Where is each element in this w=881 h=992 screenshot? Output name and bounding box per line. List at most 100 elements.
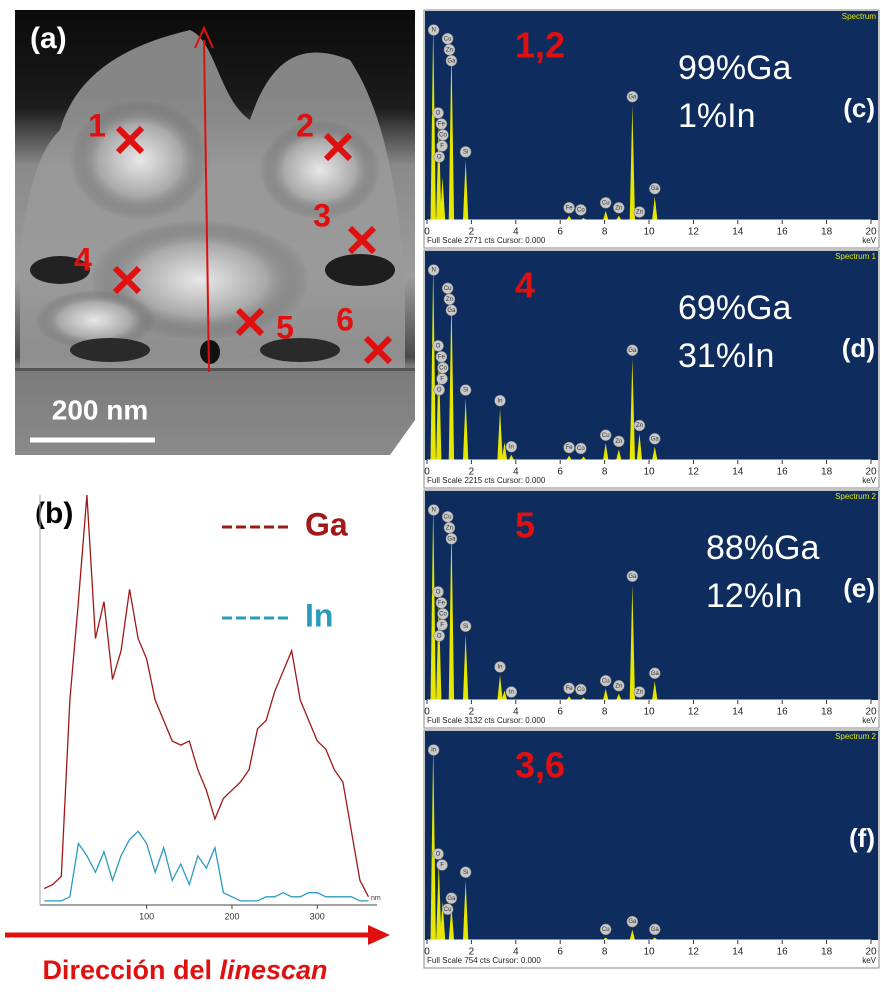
x-tick-label: 6 bbox=[557, 947, 563, 958]
dark-void bbox=[200, 340, 220, 364]
panel-label: (a) bbox=[30, 22, 67, 55]
spectrum-title: Spectrum 2 bbox=[835, 732, 876, 741]
point-label: 3 bbox=[313, 197, 331, 233]
x-unit: keV bbox=[862, 476, 876, 485]
peak-label: Cu bbox=[602, 678, 610, 684]
peak-label: Zn bbox=[446, 297, 453, 303]
dark-void bbox=[325, 254, 395, 286]
composition: 69%Ga bbox=[678, 289, 791, 327]
figure: 200 nm (a) 123456(b)100200300nmGaInDirec… bbox=[0, 0, 881, 987]
peak-label: Cu bbox=[444, 36, 452, 42]
dark-void bbox=[70, 338, 150, 362]
x-tick-label: 6 bbox=[557, 467, 563, 478]
peak-label: Fe bbox=[566, 686, 574, 692]
peak-label: O bbox=[436, 111, 441, 117]
x-tick-label: 8 bbox=[602, 227, 608, 238]
x-tick-label: 14 bbox=[732, 227, 744, 238]
point-label: 5 bbox=[276, 309, 294, 345]
peak-label: In bbox=[498, 665, 503, 671]
peak-label: O bbox=[437, 387, 442, 393]
scale-bar-label: 200 nm bbox=[52, 394, 149, 425]
peak-label: Cu bbox=[444, 907, 452, 913]
dark-void bbox=[260, 338, 340, 362]
peak-label: Cu bbox=[602, 927, 610, 933]
x-tick-label: 18 bbox=[821, 707, 833, 718]
direction-arrowhead bbox=[368, 925, 390, 945]
peak-label: Ga bbox=[447, 536, 456, 542]
x-tick-label: 300 bbox=[310, 911, 325, 921]
peak-label: Si bbox=[463, 388, 468, 394]
x-unit: keV bbox=[862, 236, 876, 245]
peak-label: Zn bbox=[615, 683, 622, 689]
peak-label: Fe bbox=[566, 205, 574, 211]
peak-label: Cu bbox=[444, 514, 452, 520]
peak-label: F bbox=[440, 376, 444, 382]
x-tick-label: 16 bbox=[777, 227, 789, 238]
peak-label: Si bbox=[463, 624, 468, 630]
point-id: 5 bbox=[515, 505, 535, 546]
peak-label: N bbox=[431, 28, 435, 34]
peak-label: Co bbox=[439, 365, 447, 371]
spectrum-footer: Full Scale 2771 cts Cursor: 0.000 bbox=[427, 236, 546, 245]
peak-label: In bbox=[498, 398, 503, 404]
spectrum-footer: Full Scale 754 cts Cursor: 0.000 bbox=[427, 956, 541, 965]
spectrum-plot bbox=[425, 251, 878, 460]
peak-label: Ga bbox=[447, 308, 456, 314]
peak-label: Ga bbox=[628, 348, 637, 354]
x-tick-label: 14 bbox=[732, 707, 744, 718]
peak-label: In bbox=[431, 748, 436, 754]
x-tick-label: 10 bbox=[643, 227, 655, 238]
panel-label: (c) bbox=[843, 93, 875, 123]
panel-label: (f) bbox=[849, 823, 875, 853]
peak-label: O bbox=[436, 852, 441, 858]
spectrum-title: Spectrum 2 bbox=[835, 492, 876, 501]
peak-label: Co bbox=[439, 133, 447, 139]
peak-label: Fe bbox=[438, 122, 446, 128]
peak-label: Zn bbox=[636, 690, 643, 696]
peak-label: Ga bbox=[628, 919, 637, 925]
x-tick-label: 8 bbox=[602, 947, 608, 958]
peak-label: F bbox=[440, 144, 444, 150]
peak-label: Zn bbox=[615, 205, 622, 211]
peak-label: Zn bbox=[446, 47, 453, 53]
peak-label: Ga bbox=[447, 58, 456, 64]
spectrum-title: Spectrum bbox=[842, 12, 877, 21]
peak-label: Ga bbox=[447, 896, 456, 902]
x-tick-label: 12 bbox=[688, 707, 700, 718]
x-tick-label: 12 bbox=[688, 227, 700, 238]
panel-label: (b) bbox=[35, 497, 73, 530]
peak-label: Ga bbox=[651, 436, 660, 442]
composition: 31%In bbox=[678, 337, 774, 375]
axis-label-emphasis: linescan bbox=[220, 955, 328, 985]
peak-label: F bbox=[440, 622, 444, 628]
peak-label: N bbox=[431, 508, 435, 514]
peak-label: Co bbox=[577, 687, 585, 693]
x-unit: nm bbox=[371, 895, 381, 902]
point-id: 3,6 bbox=[515, 745, 565, 786]
series-line bbox=[44, 831, 368, 901]
x-tick-label: 200 bbox=[224, 911, 239, 921]
x-tick-label: 10 bbox=[643, 707, 655, 718]
x-tick-label: 100 bbox=[139, 911, 154, 921]
point-label: 1 bbox=[88, 107, 106, 143]
peak-label: Si bbox=[463, 149, 468, 155]
spectrum-footer: Full Scale 3132 cts Cursor: 0.000 bbox=[427, 716, 546, 725]
x-tick-label: 16 bbox=[777, 707, 789, 718]
x-unit: keV bbox=[862, 956, 876, 965]
x-tick-label: 16 bbox=[777, 947, 789, 958]
series-line bbox=[44, 495, 368, 897]
x-tick-label: 12 bbox=[688, 947, 700, 958]
interface bbox=[15, 368, 415, 371]
peak-label: O bbox=[437, 155, 442, 161]
panel-label: (d) bbox=[842, 333, 875, 363]
x-tick-label: 8 bbox=[602, 707, 608, 718]
spectrum-plot bbox=[425, 731, 878, 940]
legend-label: Ga bbox=[305, 506, 348, 542]
x-tick-label: 12 bbox=[688, 467, 700, 478]
page: 200 nm (a) 123456(b)100200300nmGaInDirec… bbox=[0, 0, 881, 992]
composition: 99%Ga bbox=[678, 49, 791, 87]
point-label: 2 bbox=[296, 107, 314, 143]
point-id: 1,2 bbox=[515, 25, 565, 66]
legend-label: In bbox=[305, 597, 333, 633]
peak-label: Ga bbox=[651, 671, 660, 677]
